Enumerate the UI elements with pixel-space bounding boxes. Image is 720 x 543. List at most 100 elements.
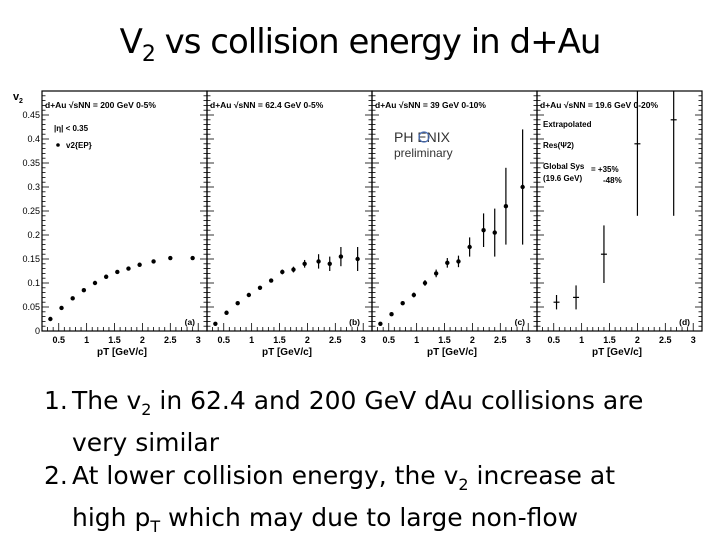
y-tick-label: 0.4: [27, 134, 40, 144]
x-tick-label: 2: [470, 335, 475, 345]
x-axis-label: pT [GeV/c]: [262, 347, 312, 358]
legend-extrapolated: Extrapolated: [543, 120, 592, 129]
panel-tag: (a): [185, 317, 196, 327]
title-main: V: [119, 22, 143, 62]
bullet-number: 1.: [44, 386, 68, 415]
bullet-subscript: 2: [458, 475, 469, 494]
panel-header: d+Au √sNN = 39 GeV 0-10%: [375, 100, 486, 110]
data-point: [246, 292, 252, 298]
data-point: [137, 262, 142, 267]
slide-title: V2 vs collision energy in d+Au: [0, 22, 720, 67]
bullet-text: The v2 in 62.4 and 200 GeV dAu collision…: [72, 384, 643, 426]
data-point: [302, 261, 307, 266]
data-point: [456, 259, 461, 264]
x-tick-label: 3: [196, 335, 201, 345]
data-point: [213, 321, 218, 326]
data-point: [190, 255, 195, 261]
x-tick-label: 0.5: [382, 335, 395, 345]
panel-b: 0.5 1 1.5 2 2.5 3 pT [GeV/c] d+Au √sNN = 62.4 G…: [206, 90, 373, 358]
data-point: [389, 312, 394, 317]
x-axis-label: pT [GeV/c]: [592, 347, 642, 358]
legend-marker: [56, 143, 60, 147]
y-axis-label: v: [13, 91, 20, 103]
data-point: [411, 292, 417, 298]
data-point: [103, 274, 109, 279]
x-tick-label: 2.5: [164, 335, 177, 345]
x-tick-label: 3: [691, 335, 696, 345]
data-point: [467, 244, 472, 250]
x-tick-label: 2: [140, 335, 145, 345]
data-point: [168, 255, 173, 261]
bullet-subscript: 2: [141, 400, 152, 419]
legend-resolution: Res(Ψ2): [543, 141, 574, 150]
data-point: [378, 321, 383, 326]
x-tick-label: 1: [84, 335, 89, 345]
legend-eta-cut: |η| < 0.35: [54, 124, 89, 133]
data-point: [268, 278, 274, 283]
x-tick-label: 3: [526, 335, 531, 345]
bullet-text-part: The v: [72, 386, 142, 415]
x-tick-label: 1: [249, 335, 254, 345]
data-point: [520, 184, 525, 190]
bullet-text: At lower collision energy, the v2 increa…: [72, 459, 615, 501]
data-point: [355, 256, 360, 262]
y-tick-label: 0.25: [22, 206, 40, 216]
panel-a: 0.5 1 1.5 2 2.5 3 pT [GeV/c] d+Au √sNN = 200 Ge…: [41, 90, 208, 358]
data-point: [48, 316, 53, 322]
phenix-logo-mark: [418, 131, 430, 143]
legend-sys-plus: = +35%: [591, 165, 619, 174]
data-point: [115, 269, 120, 275]
legend-global-sys: Global Sys: [543, 162, 585, 171]
data-point: [59, 305, 64, 311]
bullet-subscript: T: [150, 517, 161, 536]
bullet-item-2: 2. At lower collision energy, the v2 inc…: [44, 459, 694, 501]
data-point: [503, 204, 509, 209]
bullet-text-part: At lower collision energy, the v: [72, 461, 459, 490]
data-point: [70, 296, 75, 301]
data-point: [224, 310, 229, 315]
panel-frame: [371, 90, 538, 332]
data-point: [445, 260, 450, 266]
data-point: [422, 280, 428, 286]
data-point: [492, 230, 497, 235]
x-tick-label: 1: [579, 335, 584, 345]
bullet-text-part: high p: [72, 503, 151, 532]
preliminary-label: preliminary: [394, 146, 453, 160]
panel-header: d+Au √sNN = 19.6 GeV 0-20%: [540, 100, 658, 110]
x-tick-label: 2.5: [329, 335, 342, 345]
data-point: [291, 267, 296, 272]
phenix-logo-text: PH ENIX: [394, 129, 451, 145]
panel-tag: (b): [349, 317, 360, 327]
data-point: [235, 300, 240, 306]
x-tick-label: 0.5: [547, 335, 560, 345]
x-tick-label: 1: [414, 335, 419, 345]
y-tick-label: 0.1: [27, 278, 40, 288]
data-point: [338, 254, 344, 259]
y-tick-label: 0.15: [22, 254, 40, 264]
data-point: [81, 288, 87, 293]
x-tick-label: 1.5: [438, 335, 451, 345]
panel-tag: (c): [515, 317, 526, 327]
y-tick-label: 0.35: [22, 158, 40, 168]
title-subscript: 2: [141, 41, 156, 67]
panel-c: 0.5 1 1.5 2 2.5 3 pT [GeV/c] d+Au √sNN = 39 GeV…: [371, 90, 538, 358]
v2-chart: v 200.050.10.150.20.250.30.350.40.450.5 1 1…: [13, 90, 703, 358]
data-point: [151, 259, 156, 264]
data-point: [327, 261, 332, 266]
y-tick-label: 0.3: [27, 182, 40, 192]
x-tick-label: 0.5: [52, 335, 65, 345]
x-tick-label: 2: [305, 335, 310, 345]
x-tick-label: 1.5: [108, 335, 121, 345]
x-axis-label: pT [GeV/c]: [97, 347, 147, 358]
y-tick-label: 0.05: [22, 302, 40, 312]
y-tick-label: 0.45: [22, 110, 40, 120]
x-tick-label: 3: [361, 335, 366, 345]
bullet-number: 2.: [44, 461, 68, 490]
bullet-item-1: 1. The v2 in 62.4 and 200 GeV dAu collis…: [44, 384, 694, 426]
panel-frame: [206, 90, 373, 332]
x-tick-label: 2.5: [494, 335, 507, 345]
title-rest: vs collision energy in d+Au: [154, 22, 602, 62]
data-point: [481, 228, 486, 233]
data-point: [433, 271, 439, 276]
y-tick-label: 0.2: [27, 230, 40, 240]
